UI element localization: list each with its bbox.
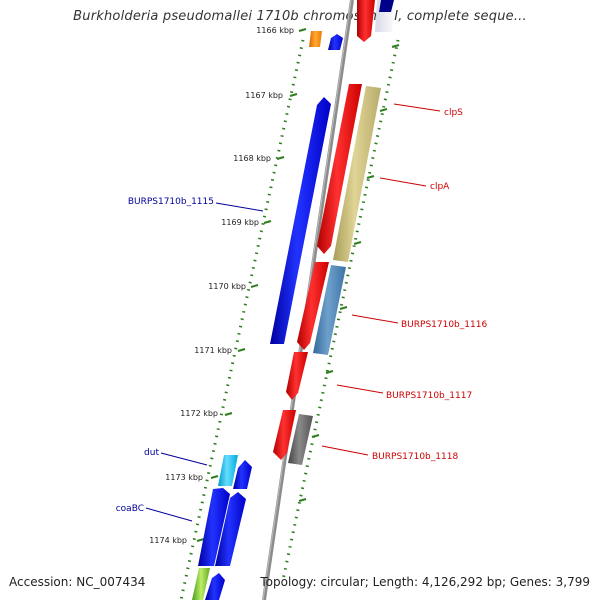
tick-mark (298, 28, 307, 32)
gene-label-clps[interactable]: clpS (444, 108, 463, 118)
leader-line (321, 445, 369, 456)
tick-label: 1173 kbp (165, 473, 203, 482)
gene-feature-lime[interactable] (192, 568, 210, 600)
accession-text: Accession: NC_007434 (9, 575, 146, 589)
gene-feature-orange[interactable] (309, 31, 322, 47)
tick-label: 1170 kbp (208, 282, 246, 291)
gene-label-clpa[interactable]: clpA (430, 182, 450, 192)
gene-feature-forward[interactable] (233, 460, 252, 489)
tick-mark (196, 538, 205, 542)
gene-feature-burps1710b-1118-a[interactable] (273, 410, 296, 460)
gene-label-burps1710b-1117[interactable]: BURPS1710b_1117 (386, 391, 472, 401)
gene-feature-coabc[interactable] (198, 488, 230, 566)
gene-feature-reverse[interactable] (357, 0, 375, 42)
gene-feature-forward[interactable] (205, 573, 225, 600)
leader-line (145, 507, 193, 522)
gene-feature-clpa[interactable] (317, 84, 362, 254)
tick-mark (289, 93, 298, 97)
tick-label: 1171 kbp (194, 346, 232, 355)
tick-label: 1169 kbp (221, 218, 259, 227)
map-title: Burkholderia pseudomallei 1710b chromoso… (73, 9, 527, 24)
gene-feature-burps1710b-1116[interactable] (313, 265, 346, 355)
tick-mark (311, 434, 320, 438)
gene-label-dut[interactable]: dut (144, 448, 159, 458)
tick-mark (237, 348, 246, 352)
leader-line (393, 103, 441, 112)
tick-mark (224, 412, 233, 416)
tick-mark (339, 306, 348, 310)
reverse-strand-features (273, 0, 396, 465)
tick-mark (379, 108, 388, 112)
genome-summary-text: Topology: circular; Length: 4,126,292 bp… (260, 575, 590, 589)
outer-track-right (281, 39, 400, 581)
gene-label-burps1710b-1116[interactable]: BURPS1710b_1116 (401, 320, 487, 330)
tick-label: 1167 kbp (245, 91, 283, 100)
leader-line (379, 177, 427, 187)
gene-feature-forward[interactable] (328, 34, 343, 50)
tick-mark (276, 156, 285, 160)
gene-feature-clps[interactable] (333, 86, 381, 262)
gene-label-burps1710b-1118[interactable]: BURPS1710b_1118 (372, 452, 458, 462)
leader-line (215, 202, 264, 212)
tick-label: 1168 kbp (233, 154, 271, 163)
gene-feature-burps1710b-1118[interactable] (288, 414, 313, 465)
gene-feature-dut[interactable] (218, 455, 238, 486)
leader-line (160, 452, 208, 466)
gene-labels: clpS clpA BURPS1710b_1115 BURPS1710b_111… (116, 103, 487, 522)
tick-mark (353, 241, 362, 245)
gene-label-burps1710b-1115[interactable]: BURPS1710b_1115 (128, 197, 214, 207)
leader-line (336, 384, 384, 394)
gene-label-coabc[interactable]: coaBC (116, 504, 144, 514)
tick-mark (210, 475, 219, 479)
gene-feature-navy[interactable] (379, 0, 394, 12)
forward-strand-features (192, 31, 343, 600)
tick-mark (298, 498, 307, 502)
tick-mark (263, 220, 272, 224)
gene-feature-burps1710b-1117[interactable] (286, 352, 308, 400)
gene-feature-burps1710b-1115[interactable] (270, 97, 331, 344)
scale-ticks: 1166 kbp 1167 kbp 1168 kbp 1169 kbp 1170… (149, 26, 400, 545)
tick-label: 1174 kbp (149, 536, 187, 545)
tick-mark (366, 175, 375, 179)
gene-feature-forward[interactable] (215, 492, 246, 566)
tick-label: 1166 kbp (256, 26, 294, 35)
tick-mark (325, 370, 334, 374)
gene-feature-burps1710b-1116-a[interactable] (297, 262, 329, 350)
tick-mark (250, 284, 259, 288)
tick-mark (391, 44, 400, 48)
leader-line (351, 314, 399, 324)
tick-label: 1172 kbp (180, 409, 218, 418)
